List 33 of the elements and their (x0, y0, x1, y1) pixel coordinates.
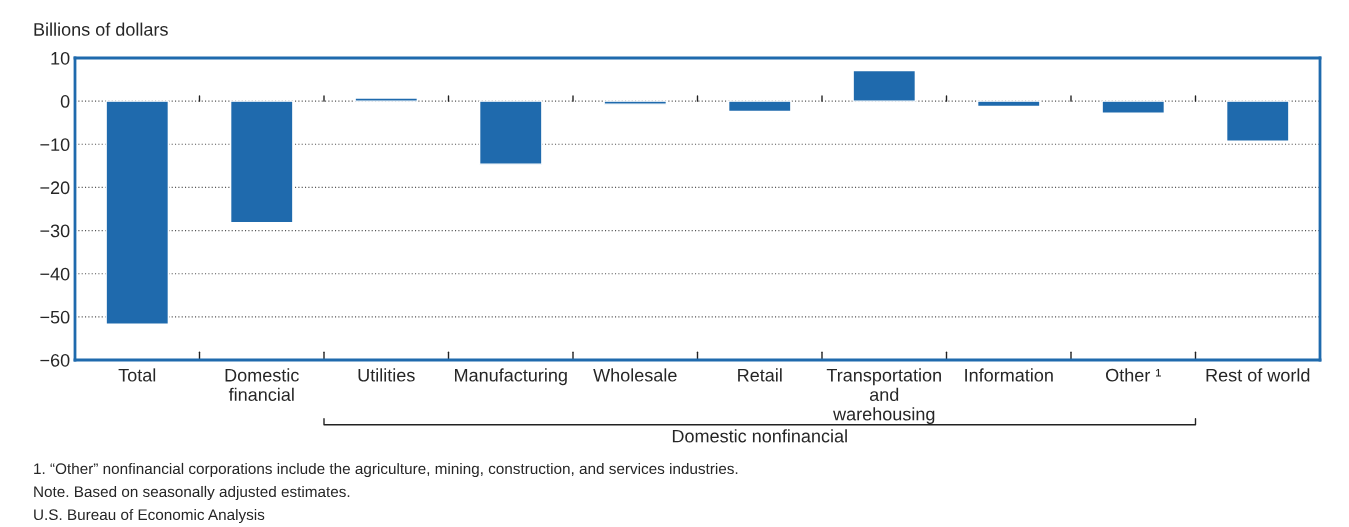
bar (1101, 100, 1166, 114)
y-tick-label: −30 (40, 224, 70, 238)
x-tick-label: Retail (738, 368, 782, 382)
x-tick-label: Other ¹ (1106, 368, 1161, 382)
y-tick-label: −10 (40, 138, 70, 152)
x-tick-label: Transportation and warehousing (826, 368, 941, 425)
x-tick-label: Rest of world (1206, 368, 1310, 382)
text: U.S. Bureau of Economic Analysis (34, 508, 265, 524)
bar (603, 100, 668, 105)
x-tick-label: Information (965, 368, 1053, 382)
y-tick-label: −50 (40, 310, 70, 324)
text: 1. “Other” nonfinancial corporations include the agriculture, mining, construction, and services industries. (34, 462, 738, 478)
y-axis-title: Billions of dollars (34, 22, 168, 36)
text: Note. Based on seasonally adjusted estimates. (34, 485, 350, 501)
bar (727, 100, 792, 113)
y-tick-label: −60 (40, 353, 70, 367)
x-tick-label: Utilities (358, 368, 415, 382)
text: Domestic nonfinancial (672, 429, 847, 443)
x-tick-label: Wholesale (593, 368, 677, 382)
y-tick-label: −20 (40, 181, 70, 195)
bar (1225, 100, 1290, 142)
bar (229, 100, 294, 224)
x-tick-label: Manufacturing (455, 368, 567, 386)
bar (852, 69, 917, 102)
y-tick-label: −40 (40, 267, 70, 281)
bar (354, 97, 419, 102)
x-tick-label: Total (118, 368, 156, 382)
bar (976, 100, 1041, 108)
bar (478, 100, 543, 165)
y-tick-label: 10 (51, 51, 70, 65)
bar (105, 100, 170, 325)
y-tick-label: 0 (60, 95, 70, 108)
x-tick-label: Domestic financial (225, 368, 299, 402)
